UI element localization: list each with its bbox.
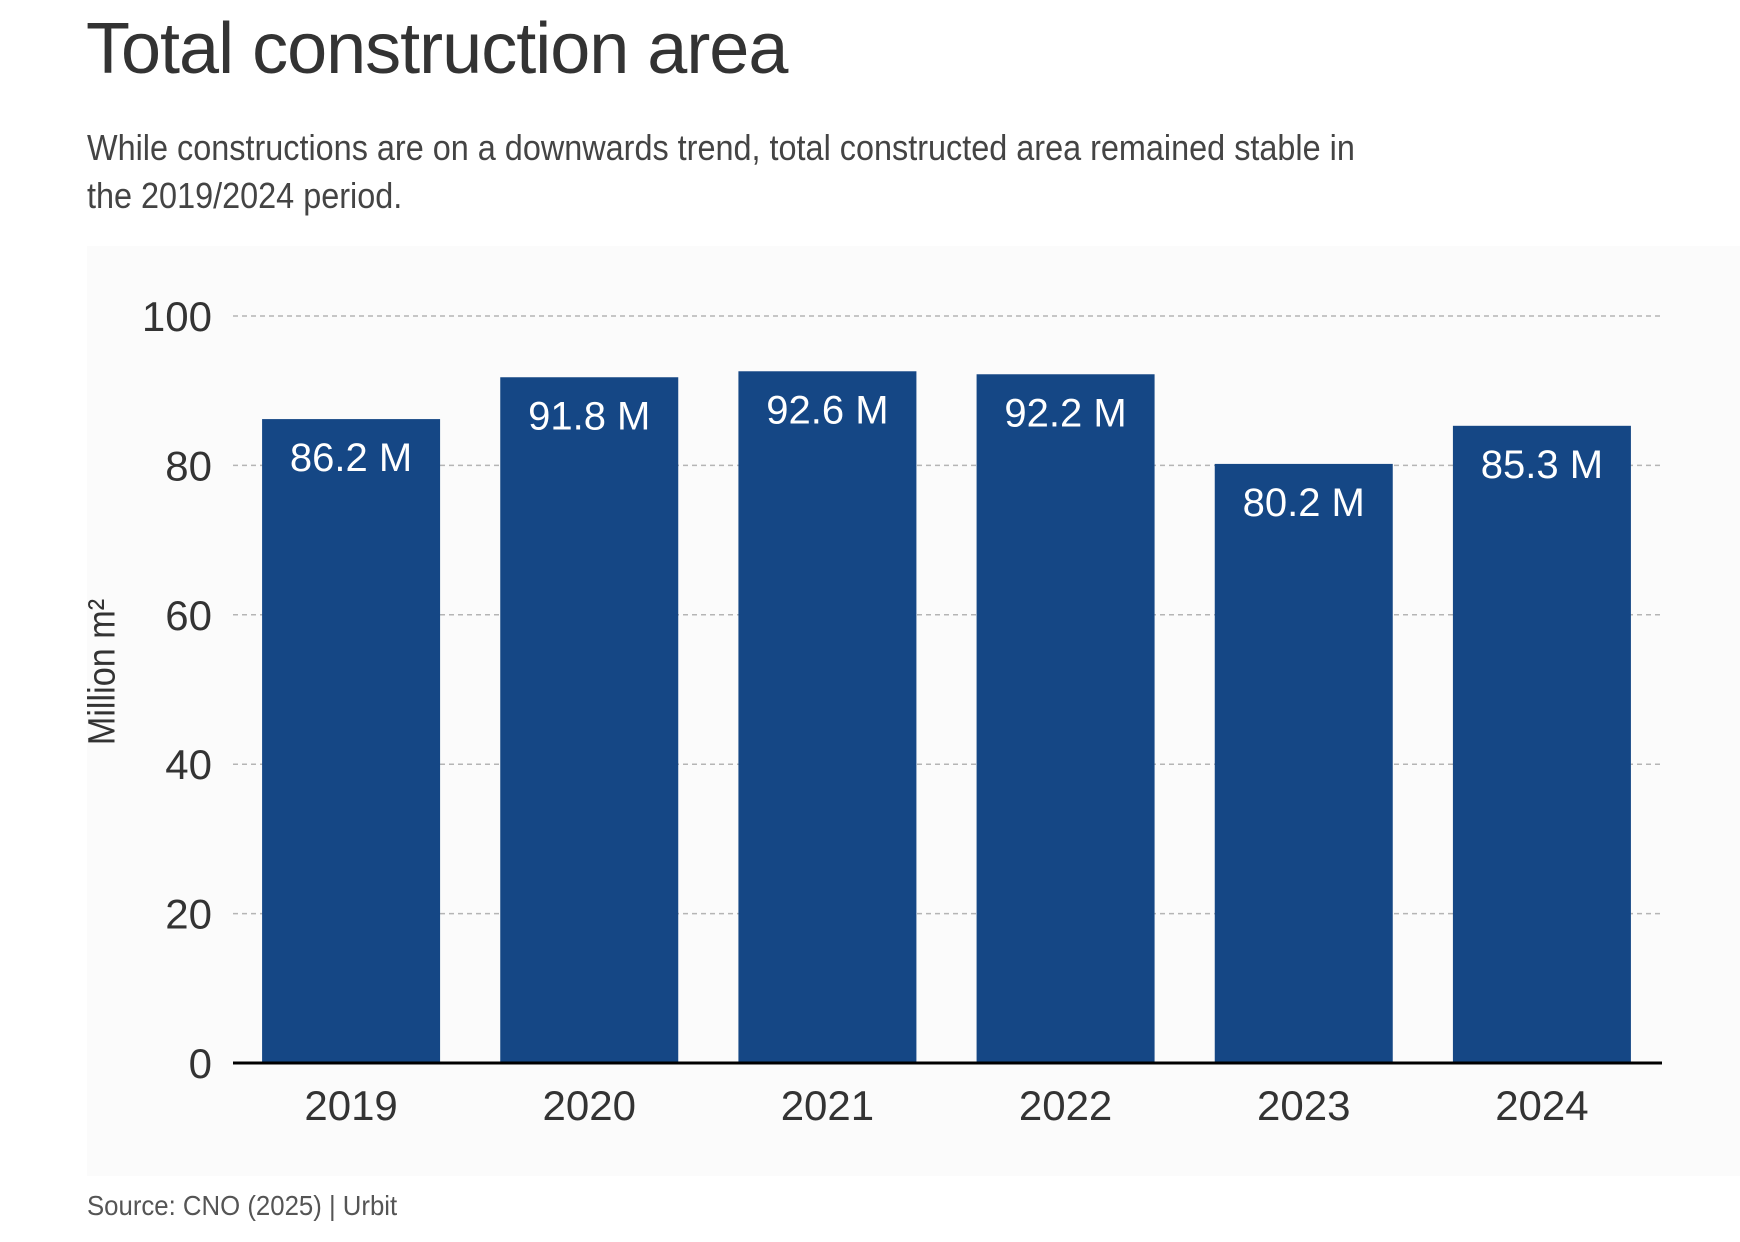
bar-value-label: 92.2 M — [1004, 391, 1126, 435]
y-tick-label: 80 — [165, 442, 212, 489]
bar-value-label: 91.8 M — [528, 394, 650, 438]
y-tick-label: 40 — [165, 741, 212, 788]
bar — [1452, 425, 1631, 1064]
x-tick-label: 2020 — [543, 1082, 636, 1129]
bar — [1214, 463, 1393, 1063]
y-tick-label: 20 — [165, 891, 212, 938]
x-tick-label: 2022 — [1019, 1082, 1112, 1129]
bar-value-label: 80.2 M — [1243, 481, 1365, 525]
x-tick-label: 2024 — [1495, 1082, 1588, 1129]
source-note: Source: CNO (2025) | Urbit — [87, 1190, 398, 1221]
bar — [262, 419, 441, 1063]
bar-chart: 0 20 40 60 80 100 86.2 M 2019 91.8 M 2020 92.6 M 20… — [142, 293, 1662, 1129]
bar-value-label: 86.2 M — [290, 436, 412, 480]
bar-value-label: 85.3 M — [1481, 443, 1603, 487]
chart-title: Total construction area — [86, 9, 788, 89]
chart-subtitle: While constructions are on a downwards t… — [87, 127, 1355, 216]
y-tick-label: 60 — [165, 592, 212, 639]
y-axis-label: Million m² — [81, 598, 124, 746]
y-tick-label: 100 — [142, 293, 212, 340]
bar-value-label: 92.6 M — [766, 388, 888, 432]
y-tick-label: 0 — [189, 1040, 212, 1087]
x-tick-label: 2023 — [1257, 1082, 1350, 1129]
x-tick-label: 2019 — [304, 1082, 397, 1129]
bar — [500, 377, 679, 1063]
x-tick-label: 2021 — [781, 1082, 874, 1129]
bar — [976, 374, 1155, 1063]
bar — [738, 371, 917, 1063]
